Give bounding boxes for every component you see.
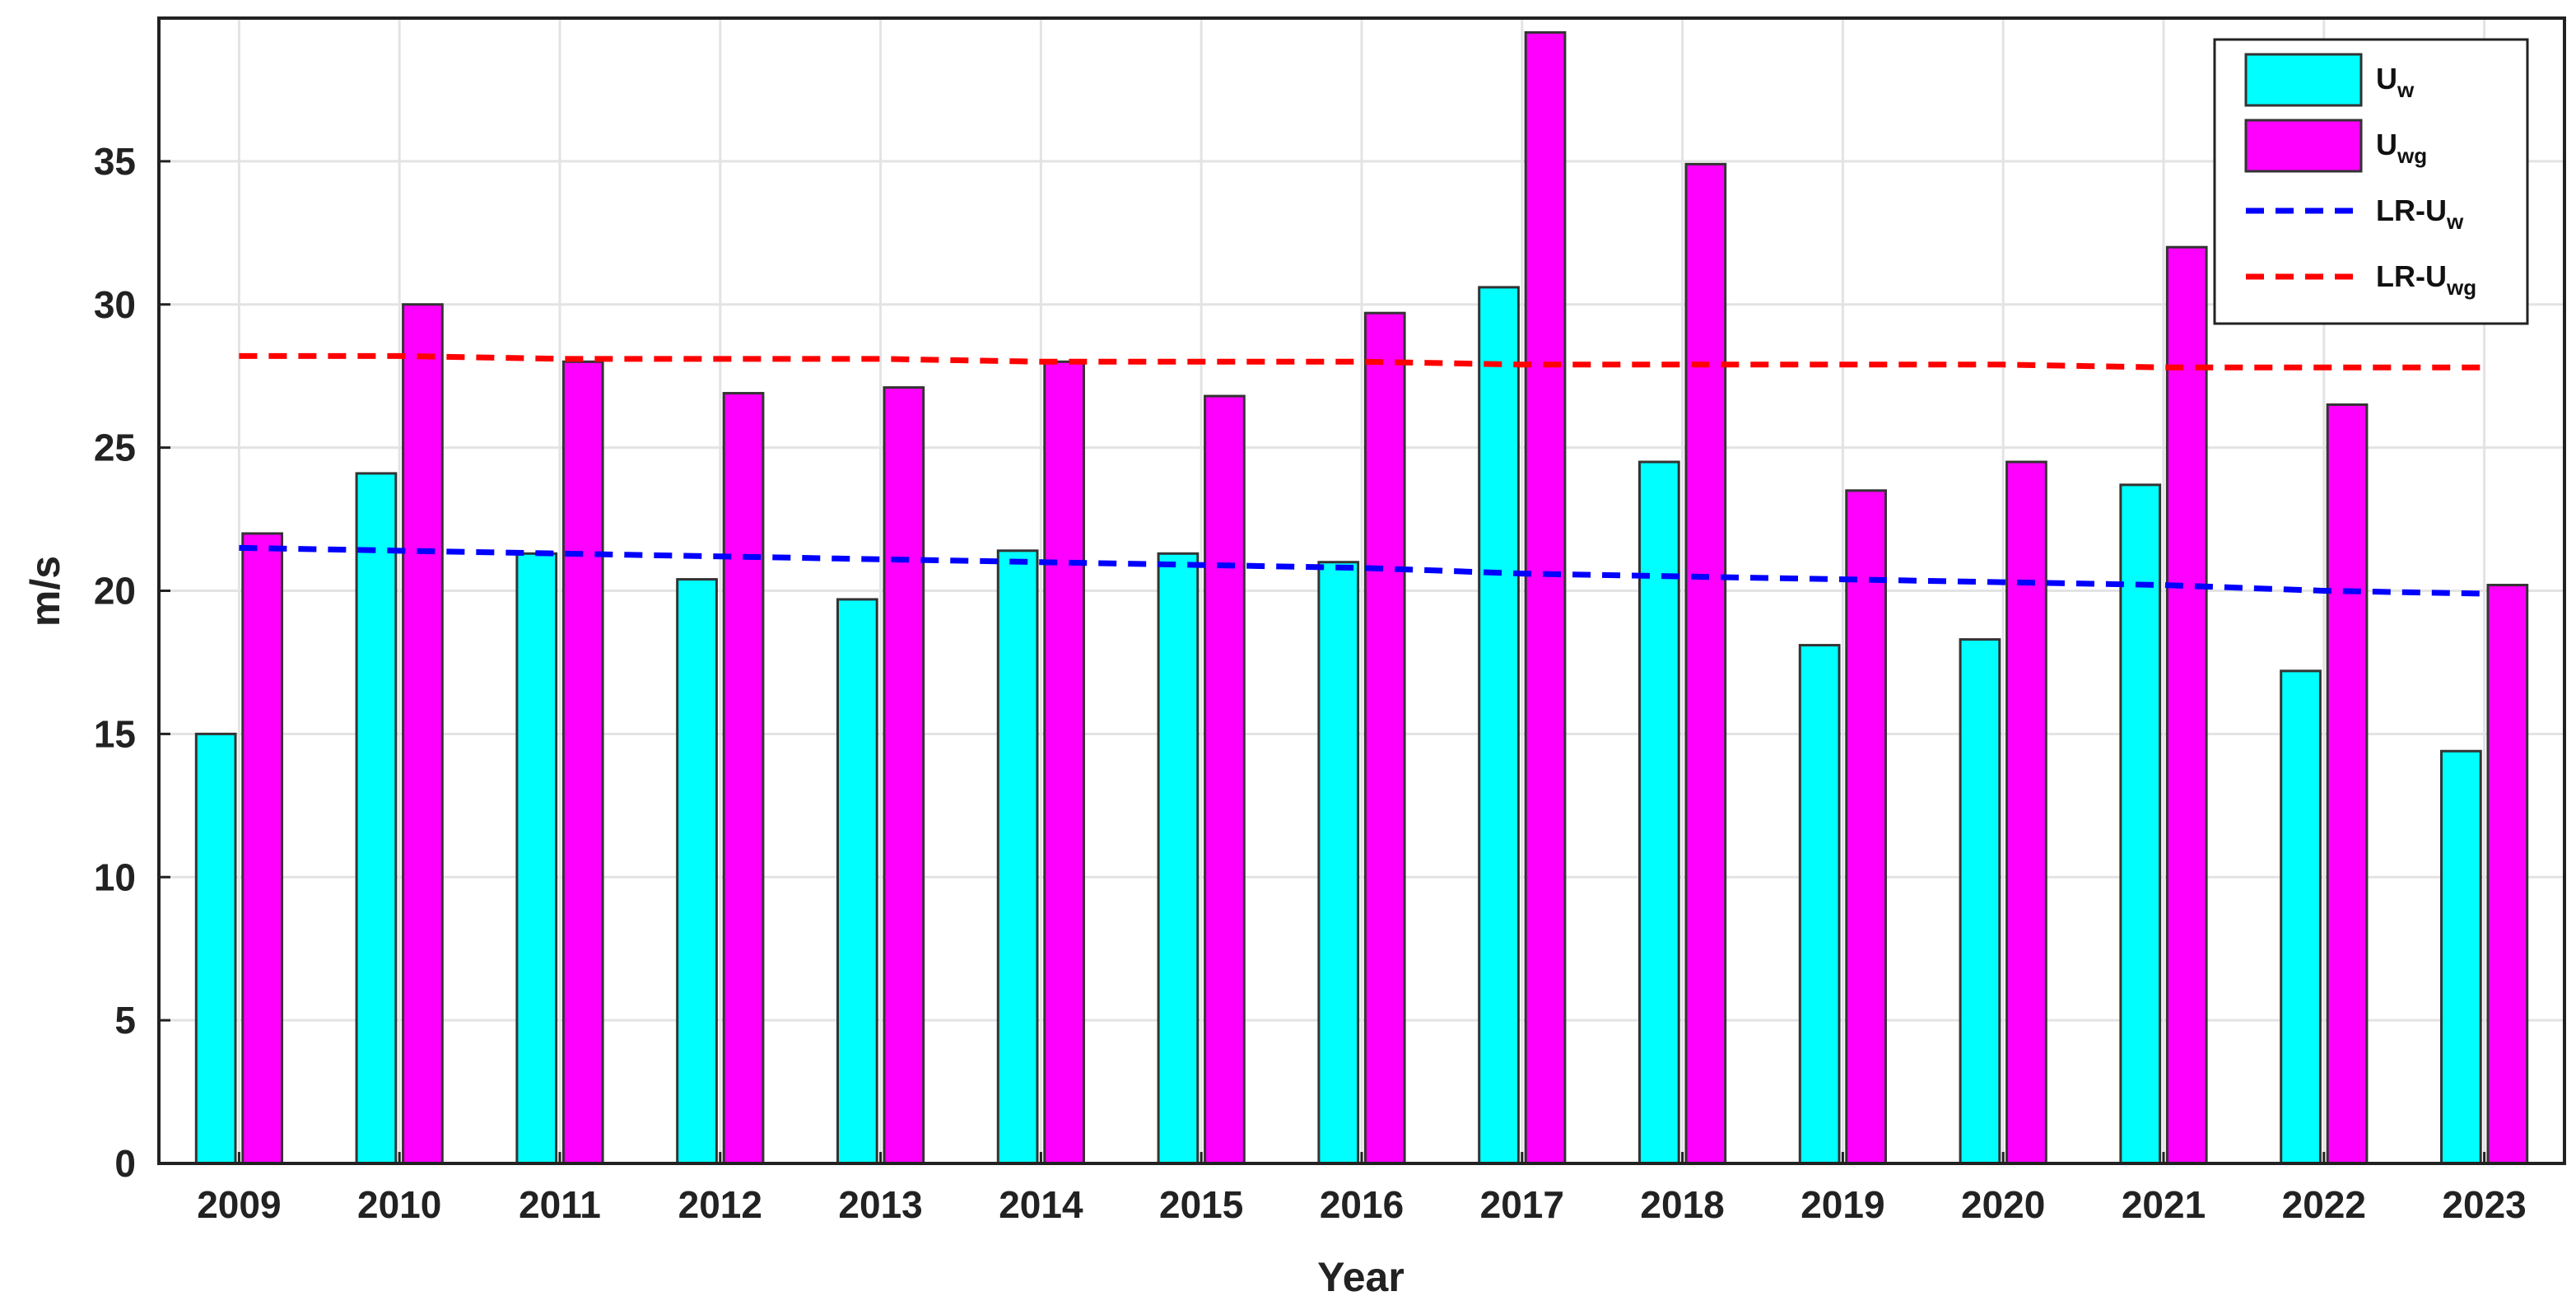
bar-uw-2018	[1637, 460, 1680, 1165]
bar-uwg-2021	[2165, 245, 2208, 1165]
bar-uw-2023	[2439, 749, 2482, 1165]
legend-label-main: U	[2376, 62, 2397, 96]
legend-label-uwg: Uwg	[2376, 128, 2427, 168]
x-tick-label: 2011	[519, 1183, 601, 1226]
legend-label-main: LR-U	[2376, 193, 2447, 227]
x-tick-label: 2018	[1640, 1183, 1724, 1226]
bar-uw-2012	[676, 578, 718, 1165]
bar-uw-2020	[1959, 638, 2001, 1165]
x-tick-label: 2010	[357, 1183, 441, 1226]
legend-label-uw: Uw	[2376, 62, 2415, 102]
x-tick-label: 2023	[2442, 1183, 2526, 1226]
legend-label-main: U	[2376, 128, 2397, 161]
x-axis-title: Year	[1317, 1254, 1404, 1300]
x-tick-label: 2016	[1320, 1183, 1404, 1226]
y-tick-label: 15	[94, 712, 136, 755]
bar-uw-2009	[194, 732, 237, 1165]
legend-label-lr-uw: LR-Uw	[2376, 193, 2464, 234]
bar-uw-2017	[1478, 286, 1520, 1165]
y-axis-title: m/s	[22, 556, 68, 627]
y-tick-label: 30	[94, 283, 136, 326]
y-tick-label: 5	[114, 999, 136, 1042]
bar-uwg-2023	[2486, 584, 2529, 1165]
bar-uw-2021	[2119, 483, 2162, 1165]
x-tick-label: 2009	[197, 1183, 281, 1226]
legend-label-subscript: wg	[2446, 275, 2476, 300]
bar-uwg-2022	[2326, 403, 2369, 1165]
x-tick-label: 2020	[1961, 1183, 2045, 1226]
bar-uw-2010	[355, 472, 398, 1165]
legend-label-lr-uwg: LR-Uwg	[2376, 259, 2476, 300]
bar-uwg-2010	[402, 303, 444, 1165]
bar-uw-2015	[1157, 552, 1199, 1165]
bar-uw-2011	[515, 552, 558, 1165]
bar-uwg-2017	[1524, 30, 1567, 1165]
y-tick-label: 35	[94, 140, 136, 183]
bar-uwg-2012	[722, 392, 765, 1165]
bar-uwg-2018	[1684, 162, 1727, 1165]
bar-uw-2013	[836, 598, 878, 1165]
y-tick-label: 20	[94, 570, 136, 613]
x-tick-label: 2019	[1800, 1183, 1884, 1226]
bar-uwg-2019	[1845, 489, 1888, 1165]
x-tick-label: 2021	[2122, 1183, 2206, 1226]
y-tick-label: 0	[114, 1142, 136, 1185]
x-tick-label: 2014	[999, 1183, 1083, 1226]
legend-label-main: LR-U	[2376, 259, 2447, 293]
legend-swatch-uw	[2244, 53, 2363, 107]
y-tick-label: 25	[94, 427, 136, 469]
trend-lines	[239, 352, 2485, 597]
bar-uwg-2011	[561, 360, 604, 1165]
bars	[194, 30, 2529, 1165]
x-tick-label: 2017	[1480, 1183, 1564, 1226]
trend-line-lr-uwg	[239, 352, 2485, 371]
bar-uw-2022	[2280, 669, 2322, 1165]
bar-uwg-2016	[1363, 311, 1406, 1165]
bar-uw-2014	[996, 549, 1039, 1165]
legend-label-subscript: wg	[2397, 143, 2427, 168]
bar-uw-2019	[1798, 644, 1841, 1165]
bar-uwg-2009	[241, 532, 284, 1165]
legend-label-subscript: w	[2397, 77, 2415, 102]
trend-line-lr-uw	[239, 544, 2485, 597]
y-tick-labels: 0 5 10 15 20 25 30 35	[94, 140, 170, 1185]
x-tick-label: 2013	[838, 1183, 922, 1226]
bar-uwg-2013	[883, 386, 925, 1165]
x-tick-label: 2022	[2282, 1183, 2366, 1226]
x-tick-label: 2015	[1159, 1183, 1243, 1226]
bar-uwg-2020	[2005, 460, 2047, 1165]
legend-label-subscript: w	[2446, 209, 2464, 234]
x-tick-label: 2012	[678, 1183, 762, 1226]
bar-uwg-2015	[1204, 394, 1246, 1165]
legend-swatch-uwg	[2244, 119, 2363, 173]
y-tick-label: 10	[94, 855, 136, 898]
bar-uwg-2014	[1043, 360, 1086, 1165]
bar-uw-2016	[1317, 561, 1360, 1165]
x-tick-labels: 2009 2010 2011 2012 2013 2014 2015 2016 2017 2018…	[197, 1152, 2527, 1226]
